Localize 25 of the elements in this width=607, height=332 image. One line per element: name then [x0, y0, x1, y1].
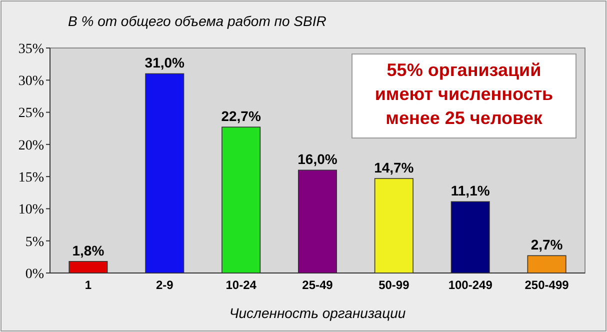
data-label: 1,8% [72, 242, 105, 258]
y-tick-label: 30% [18, 74, 44, 90]
x-tick-label: 100-249 [448, 278, 493, 292]
y-tick-label: 35% [18, 42, 44, 57]
data-label: 2,7% [530, 236, 564, 253]
x-tick-label: 50-99 [378, 278, 410, 292]
annotation: 55% организаций имеют численность менее 25 человек [374, 60, 554, 128]
data-label: 22,7% [221, 108, 262, 124]
data-label: 11,1% [450, 182, 490, 199]
y-tick-label: 20% [18, 138, 44, 154]
x-tick-label: 25-49 [302, 278, 334, 292]
data-label: 14,7% [374, 160, 414, 176]
y-tick-label: 0% [25, 266, 44, 282]
y-tick-label: 25% [18, 106, 44, 122]
y-tick-label: 5% [25, 234, 44, 250]
x-tick-label: 2-9 [156, 278, 174, 292]
x-tick-label: 250-499 [524, 278, 570, 292]
x-tick-label: 1 [84, 278, 92, 292]
y-tick-label: 10% [18, 202, 44, 218]
x-axis-title: Численность организации [229, 305, 406, 321]
chart-title: В % от общего объема работ по SBIR [68, 13, 326, 29]
data-label: 16,0% [298, 151, 338, 168]
data-label: 31,0% [144, 54, 186, 71]
x-tick-label: 10-24 [226, 278, 257, 292]
y-tick-label: 15% [18, 170, 44, 186]
